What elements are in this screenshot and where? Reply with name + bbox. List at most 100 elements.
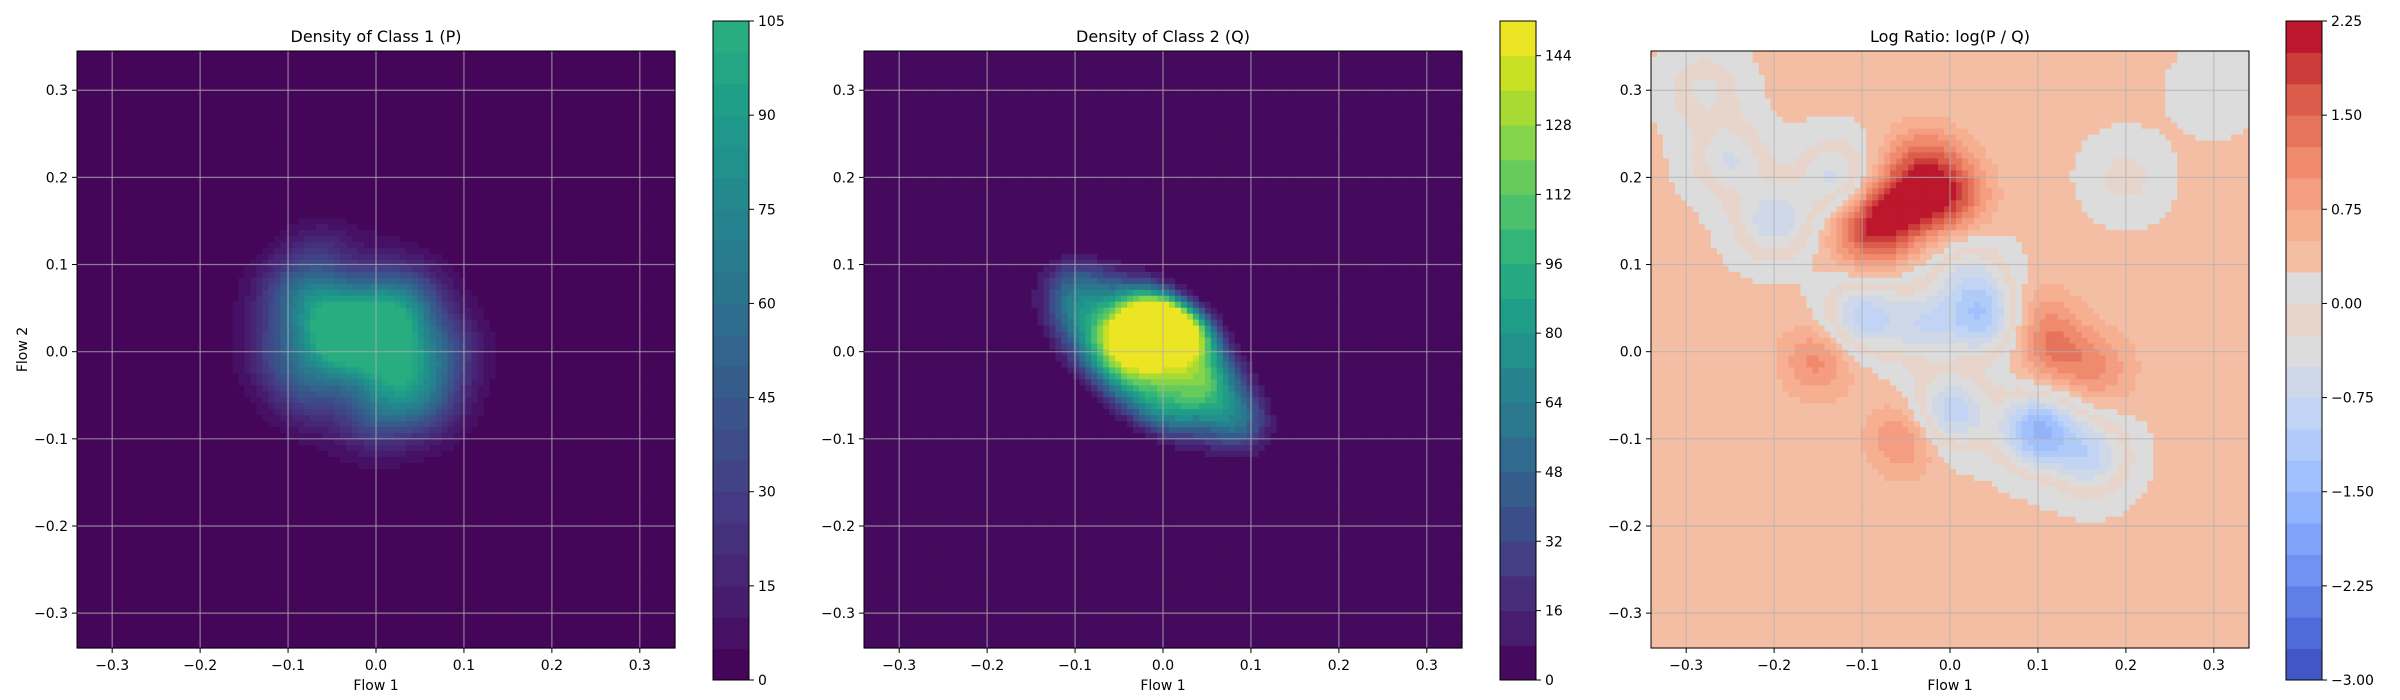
heatmap-cell — [89, 373, 96, 380]
heatmap-cell — [173, 457, 180, 464]
heatmap-cell — [143, 344, 150, 351]
heatmap-cell — [292, 332, 299, 339]
heatmap-cell — [262, 552, 269, 559]
heatmap-cell — [250, 194, 257, 201]
heatmap-cell — [173, 260, 180, 267]
heatmap-cell — [191, 558, 198, 565]
heatmap-cell — [137, 564, 144, 571]
heatmap-cell — [274, 260, 281, 267]
heatmap-cell — [232, 326, 239, 333]
heatmap-cell — [268, 397, 275, 404]
heatmap-cell — [137, 260, 144, 267]
heatmap-cell — [149, 600, 156, 607]
heatmap-cell — [232, 535, 239, 542]
heatmap-cell — [322, 576, 329, 583]
heatmap-cell — [167, 182, 174, 189]
heatmap-cell — [131, 582, 138, 589]
heatmap-cell — [238, 99, 245, 106]
heatmap-cell — [143, 290, 150, 297]
heatmap-cell — [292, 481, 299, 488]
heatmap-cell — [161, 505, 168, 512]
heatmap-cell — [89, 570, 96, 577]
heatmap-cell — [250, 439, 257, 446]
heatmap-cell — [286, 517, 293, 524]
heatmap-cell — [280, 594, 287, 601]
heatmap-cell — [334, 517, 341, 524]
heatmap-cell — [304, 493, 311, 500]
heatmap-cell — [83, 499, 90, 506]
heatmap-cell — [77, 332, 84, 339]
heatmap-cell — [262, 499, 269, 506]
heatmap-cell — [77, 630, 84, 637]
heatmap-cell — [131, 260, 138, 267]
heatmap-cell — [328, 158, 335, 165]
heatmap-cell — [328, 511, 335, 518]
heatmap-cell — [191, 499, 198, 506]
heatmap-cell — [364, 93, 371, 100]
heatmap-cell — [149, 141, 156, 148]
heatmap-cell — [262, 588, 269, 595]
heatmap-cell — [250, 170, 257, 177]
heatmap-cell — [203, 397, 210, 404]
heatmap-cell — [328, 212, 335, 219]
heatmap-cell — [280, 511, 287, 518]
heatmap-cell — [268, 624, 275, 631]
heatmap-cell — [89, 242, 96, 249]
heatmap-cell — [89, 594, 96, 601]
heatmap-cell — [113, 511, 120, 518]
heatmap-cell — [364, 385, 371, 392]
heatmap-cell — [268, 493, 275, 500]
heatmap-cell — [358, 93, 365, 100]
heatmap-cell — [364, 117, 371, 124]
heatmap-cell — [149, 332, 156, 339]
heatmap-cell — [203, 51, 210, 58]
heatmap-cell — [203, 355, 210, 362]
heatmap-cell — [77, 206, 84, 213]
heatmap-cell — [161, 427, 168, 434]
heatmap-cell — [268, 541, 275, 548]
heatmap-cell — [125, 242, 132, 249]
heatmap-cell — [167, 117, 174, 124]
heatmap-cell — [232, 421, 239, 428]
heatmap-cell — [364, 302, 371, 309]
heatmap-cell — [125, 600, 132, 607]
heatmap-cell — [352, 129, 359, 136]
heatmap-cell — [215, 505, 222, 512]
heatmap-cell — [274, 624, 281, 631]
heatmap-cell — [155, 302, 162, 309]
heatmap-cell — [77, 129, 84, 136]
heatmap-cell — [322, 439, 329, 446]
heatmap-cell — [137, 254, 144, 261]
heatmap-cell — [304, 266, 311, 273]
heatmap-cell — [179, 552, 186, 559]
heatmap-cell — [322, 373, 329, 380]
heatmap-cell — [346, 511, 353, 518]
heatmap-cell — [95, 481, 102, 488]
heatmap-cell — [256, 415, 263, 422]
heatmap-cell — [209, 200, 216, 207]
heatmap-cell — [143, 81, 150, 88]
heatmap-cell — [221, 51, 228, 58]
heatmap-cell — [274, 194, 281, 201]
heatmap-cell — [328, 630, 335, 637]
heatmap-cell — [161, 248, 168, 255]
heatmap-cell — [292, 582, 299, 589]
heatmap-cell — [203, 75, 210, 82]
heatmap-cell — [227, 541, 234, 548]
heatmap-cell — [262, 535, 269, 542]
heatmap-cell — [256, 463, 263, 470]
heatmap-cell — [352, 403, 359, 410]
heatmap-cell — [209, 194, 216, 201]
heatmap-cell — [268, 302, 275, 309]
heatmap-cell — [167, 314, 174, 321]
heatmap-cell — [113, 296, 120, 303]
heatmap-cell — [161, 242, 168, 249]
heatmap-cell — [185, 517, 192, 524]
heatmap-cell — [215, 332, 222, 339]
heatmap-cell — [322, 63, 329, 70]
heatmap-cell — [155, 338, 162, 345]
heatmap-cell — [286, 385, 293, 392]
heatmap-cell — [209, 278, 216, 285]
heatmap-cell — [143, 403, 150, 410]
heatmap-cell — [244, 81, 251, 88]
